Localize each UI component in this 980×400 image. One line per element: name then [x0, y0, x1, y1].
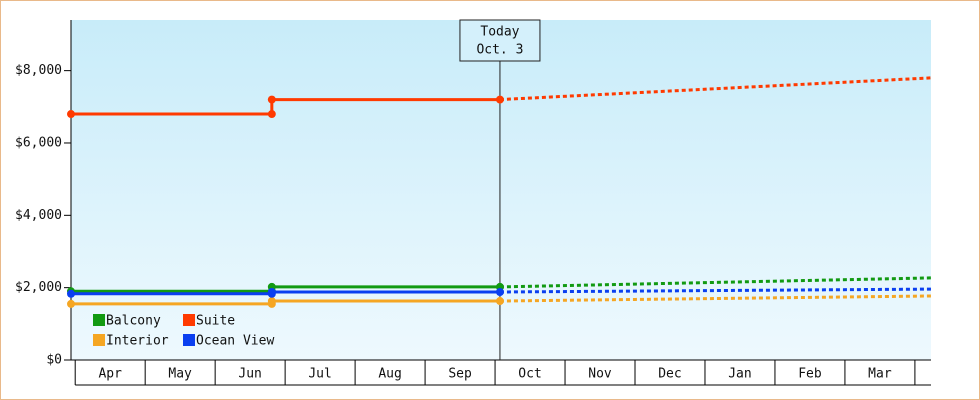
forecast-line: [499, 294, 932, 303]
legend-label: Interior: [106, 334, 169, 349]
legend-swatch: [93, 314, 105, 326]
x-tick-label: Jan: [728, 367, 751, 382]
x-tick-label: May: [168, 367, 192, 382]
legend-label: Ocean View: [196, 334, 274, 349]
point: [495, 288, 504, 296]
x-tick-label: Feb: [798, 367, 822, 382]
point: [267, 95, 276, 104]
x-tick-label: Jul: [308, 367, 331, 382]
today-label: Today: [480, 25, 519, 40]
today-box: [459, 19, 541, 62]
legend-label: Suite: [196, 314, 235, 329]
x-tick-label: Dec: [658, 367, 681, 382]
point: [67, 299, 75, 308]
x-tick-label: Mar: [868, 367, 892, 382]
y-tick-label: $4,000: [15, 208, 62, 223]
x-tick-label: Apr: [98, 367, 122, 382]
legend-swatch: [183, 314, 195, 326]
legend-swatch: [183, 334, 195, 346]
point: [67, 289, 75, 298]
x-tick-label: Jun: [238, 367, 261, 382]
point: [495, 297, 504, 306]
x-tick-label: Oct: [518, 367, 541, 382]
series-line: [71, 98, 500, 116]
point: [267, 288, 276, 296]
forecast-line: [499, 276, 932, 289]
forecast-line: [499, 287, 932, 294]
y-tick-label: $0: [46, 353, 62, 368]
y-tick-label: $8,000: [15, 63, 62, 78]
today-date: Oct. 3: [476, 43, 523, 58]
plot-area: [71, 20, 931, 360]
y-tick-label: $6,000: [15, 135, 62, 150]
x-tick-label: Aug: [378, 367, 401, 382]
point: [267, 110, 276, 119]
legend-swatch: [93, 334, 105, 346]
x-tick-label: Nov: [588, 367, 612, 382]
legend-label: Balcony: [106, 314, 161, 329]
point: [267, 297, 276, 306]
y-tick-label: $2,000: [15, 280, 62, 295]
forecast-line: [499, 76, 932, 102]
point: [67, 110, 75, 119]
point: [495, 95, 504, 104]
x-tick-label: Sep: [448, 367, 472, 382]
